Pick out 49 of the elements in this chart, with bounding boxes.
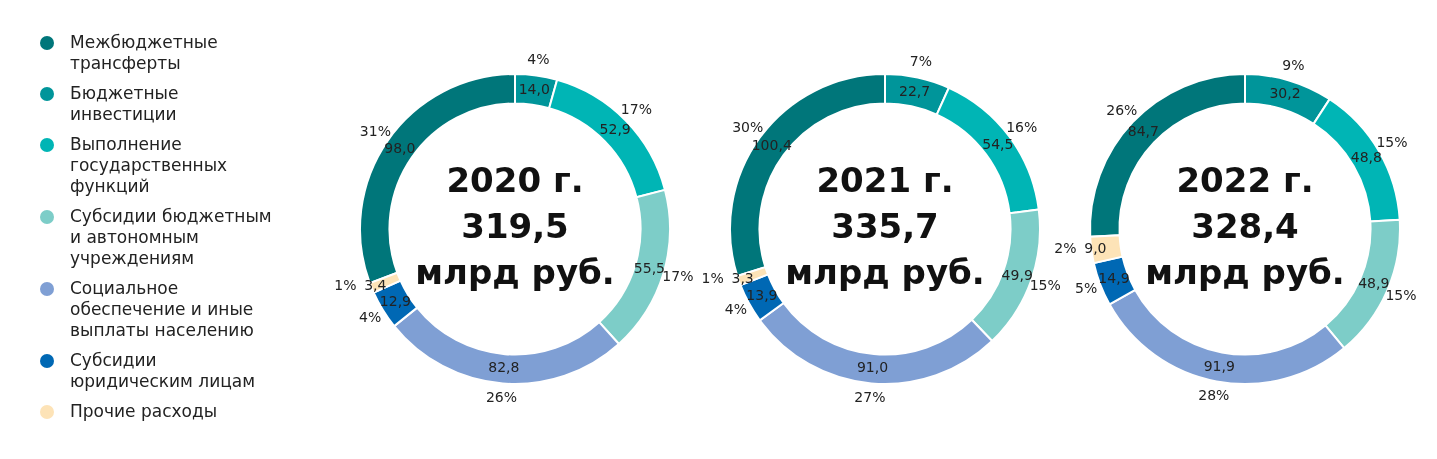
data-label: 48,8: [1350, 149, 1382, 166]
text: 1%: [701, 269, 724, 286]
text: 15%: [1376, 134, 1408, 151]
legend-label: Бюджетные инвестиции: [70, 83, 180, 125]
legend-label: Прочие расходы: [70, 401, 218, 422]
text: 4%: [527, 51, 550, 68]
data-label: 3,4: [364, 277, 387, 294]
text: 28%: [1198, 386, 1230, 403]
data-label: 13,9: [746, 286, 778, 303]
text: 7%: [909, 53, 932, 70]
data-label: 98,0: [384, 139, 416, 156]
data-label: 91,0: [856, 359, 889, 376]
text: 15%: [1385, 287, 1417, 304]
legend-label: Субсидии юридическим лицам: [70, 350, 257, 392]
data-label: 14,0: [518, 80, 550, 97]
text: 2%: [1054, 240, 1077, 257]
text: 2020 г.: [446, 159, 584, 200]
data-label: 9,0: [1084, 240, 1107, 257]
data-label: 91,9: [1203, 357, 1235, 374]
data-label: 55,5: [633, 259, 665, 276]
text: 2021 г.: [816, 159, 954, 200]
text: 31%: [359, 122, 391, 139]
data-label: 52,9: [599, 121, 631, 138]
text: 26%: [485, 389, 518, 406]
text: 2022 г.: [1176, 159, 1314, 200]
text: 4%: [724, 301, 747, 318]
data-label: 22,7: [898, 82, 931, 99]
text: 9%: [1282, 56, 1305, 73]
text: 5%: [1075, 280, 1098, 297]
text: 17%: [620, 100, 652, 117]
text: 319,5 млрд руб.: [415, 205, 615, 292]
data-label: 3,3: [731, 269, 754, 286]
text: 1%: [334, 277, 357, 294]
data-label: 54,5: [982, 136, 1014, 153]
text: 30%: [732, 119, 764, 136]
text: 16%: [1006, 118, 1038, 135]
legend-label: Межбюджетные трансферты: [70, 32, 219, 74]
text: 328,4 млрд руб.: [1145, 205, 1345, 292]
legend-label: Выполнение государственных функций: [70, 134, 229, 197]
legend-label: Социальное обеспечение и иные выплаты населению: [70, 278, 255, 341]
text: 26%: [1106, 102, 1138, 119]
data-label: 84,7: [1127, 122, 1159, 139]
text: 27%: [854, 388, 886, 405]
data-label: 30,2: [1269, 85, 1301, 102]
data-label: 82,8: [488, 359, 520, 376]
data-label: 12,9: [379, 292, 412, 309]
text: 4%: [358, 308, 382, 325]
legend-label: Субсидии бюджетным и автономным учреждениям: [70, 206, 273, 269]
text: 335,7 млрд руб.: [785, 205, 985, 292]
